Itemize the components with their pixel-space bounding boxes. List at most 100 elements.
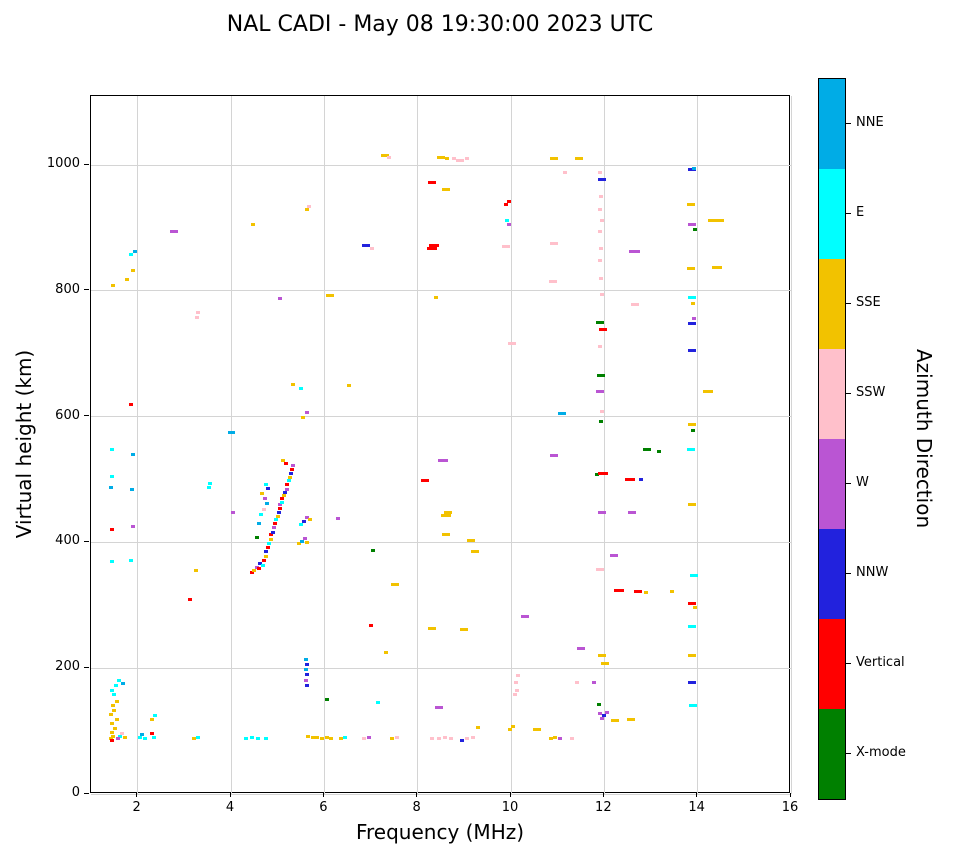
colorbar-tick-mark [846, 573, 851, 574]
data-point [112, 708, 117, 712]
data-point [502, 245, 511, 249]
data-point [109, 447, 114, 451]
data-point [614, 588, 625, 592]
y-tick-mark [84, 163, 89, 165]
data-point [303, 679, 308, 683]
data-point [609, 553, 618, 557]
data-point [558, 412, 567, 416]
colorbar-segment-nne [819, 79, 845, 169]
data-point [187, 597, 192, 601]
data-point [280, 496, 285, 500]
data-point [343, 735, 348, 739]
colorbar-title-wrap: Azimuth Direction [912, 78, 936, 800]
data-point [278, 503, 283, 507]
data-point [264, 549, 269, 553]
data-point [273, 518, 278, 522]
data-point [429, 737, 434, 741]
data-point [507, 223, 512, 227]
data-point [111, 734, 116, 738]
data-point [275, 514, 280, 518]
data-point [266, 486, 271, 490]
data-point [688, 348, 697, 352]
data-point [455, 158, 464, 162]
data-point [689, 573, 698, 577]
data-point [512, 693, 517, 697]
data-point [122, 735, 127, 739]
data-point [391, 583, 400, 587]
data-point [151, 735, 156, 739]
colorbar-tick-label: X-mode [856, 745, 906, 760]
data-point [688, 680, 697, 684]
data-point [206, 485, 211, 489]
x-tick-label: 12 [595, 800, 612, 815]
data-point [686, 202, 695, 206]
data-point [635, 250, 640, 254]
data-point [265, 501, 270, 505]
data-point [596, 703, 601, 707]
y-gridline [91, 164, 791, 166]
data-point [284, 461, 289, 465]
data-point [597, 344, 602, 348]
data-point [598, 420, 603, 424]
data-point [131, 525, 135, 529]
data-point [281, 459, 286, 463]
y-tick-mark [84, 289, 89, 291]
data-point [692, 227, 697, 231]
colorbar-segment-ssw [819, 349, 845, 439]
data-point [304, 684, 309, 688]
y-gridline [91, 541, 791, 543]
data-point [231, 510, 236, 514]
data-point [120, 681, 125, 685]
data-point [315, 735, 320, 739]
data-point [595, 473, 600, 477]
y-tick-label: 400 [55, 533, 80, 549]
plot-area [90, 95, 792, 795]
colorbar-tick-mark [846, 483, 851, 484]
data-point [464, 737, 469, 741]
data-point [599, 328, 608, 332]
data-point [110, 722, 115, 726]
x-tick-mark [789, 793, 791, 797]
data-point [596, 374, 605, 378]
colorbar-tick-label: NNE [856, 115, 884, 130]
data-point [149, 718, 154, 722]
data-point [688, 503, 697, 507]
data-point [250, 571, 254, 575]
data-point [691, 166, 696, 170]
data-point [338, 737, 343, 741]
data-point [598, 195, 603, 199]
data-point [116, 737, 121, 741]
data-point [296, 542, 301, 546]
data-point [504, 202, 509, 206]
data-point [592, 680, 597, 684]
data-point [376, 701, 380, 705]
x-gridline [603, 96, 605, 794]
data-point [252, 568, 257, 572]
data-point [109, 739, 114, 743]
data-point [191, 737, 196, 741]
data-point [371, 548, 376, 552]
data-point [117, 679, 121, 683]
colorbar-tick-mark [846, 393, 851, 394]
data-point [307, 204, 312, 208]
data-point [476, 726, 481, 730]
data-point [633, 590, 642, 594]
data-point [532, 727, 541, 731]
data-point [595, 568, 604, 571]
data-point [444, 510, 453, 514]
data-point [273, 522, 278, 526]
data-point [549, 280, 557, 283]
x-tick-mark [416, 793, 418, 797]
data-point [299, 539, 304, 543]
y-tick-mark [84, 415, 89, 417]
data-point [112, 693, 117, 697]
data-point [625, 478, 635, 482]
data-point [110, 704, 115, 708]
data-point [438, 459, 449, 463]
y-tick-mark [84, 792, 89, 794]
colorbar-segment-w [819, 439, 845, 529]
x-axis-label: Frequency (MHz) [355, 820, 525, 844]
data-point [264, 737, 268, 741]
data-point [644, 591, 649, 595]
chart-title: NAL CADI - May 08 19:30:00 2023 UTC [226, 12, 654, 37]
